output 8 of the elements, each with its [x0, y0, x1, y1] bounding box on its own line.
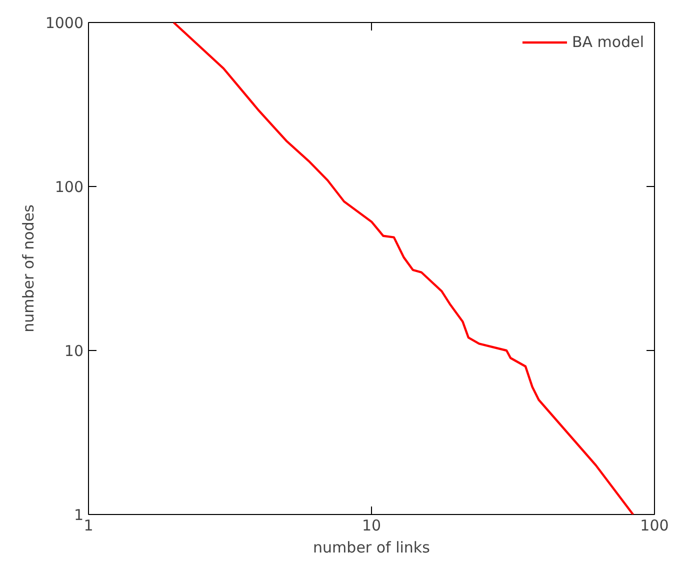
y-tick-label: 1000 — [45, 14, 84, 32]
x-tick-label: 10 — [362, 516, 382, 534]
y-axis-title: number of nodes — [19, 204, 38, 332]
x-axis-title: number of links — [313, 538, 430, 556]
y-tick-label: 100 — [54, 178, 84, 196]
x-tick-label: 100 — [640, 516, 669, 534]
y-tick-label: 10 — [64, 342, 84, 360]
legend-label: BA model — [572, 33, 644, 51]
